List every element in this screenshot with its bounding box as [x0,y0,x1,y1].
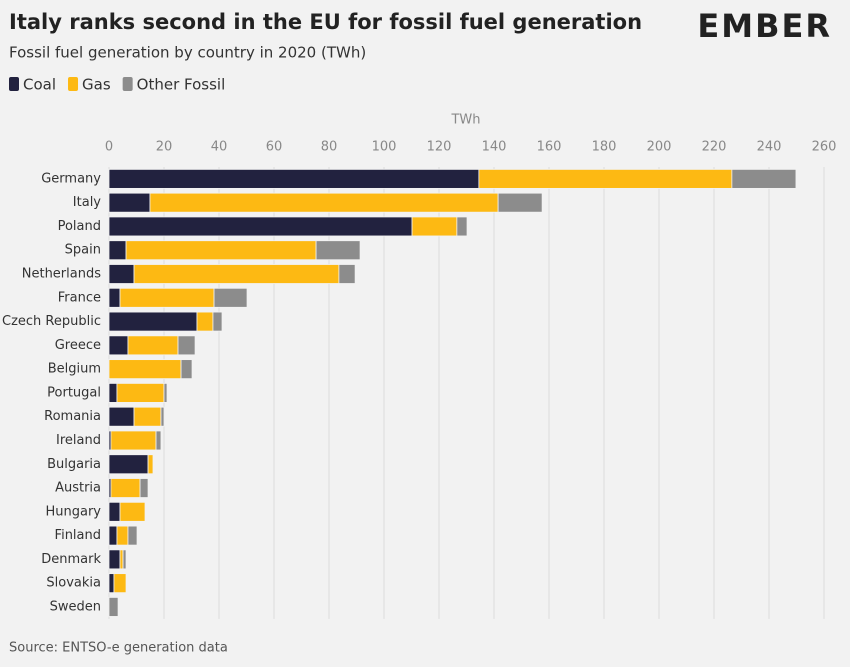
bar-segment [122,549,127,570]
x-tick-label: 180 [592,140,617,155]
bar-segment [108,406,135,427]
legend-label: Other Fossil [137,76,226,94]
bar-segment [108,192,151,213]
bar-segment [338,264,356,284]
y-tick-label: Bulgaria [47,457,101,472]
x-tick-label: 240 [757,140,782,155]
y-tick-label: Sweden [50,599,101,614]
y-tick-label: Finland [55,528,101,543]
bar-segment [108,549,121,570]
bar-segment [125,240,317,261]
source: Source: ENTSO-e generation data [9,641,228,656]
bar-segment [108,525,118,546]
legend-swatch [68,77,79,91]
x-tick-label: 20 [156,140,173,155]
y-tick-label: Spain [65,243,101,258]
x-tick-label: 140 [482,140,507,155]
legend-label: Gas [82,76,111,94]
bar-segment [127,525,138,546]
logo: EMBER [697,7,832,45]
bar-segment [108,311,198,332]
bar-segment [497,192,543,213]
x-axis-label: TWh [450,113,480,128]
x-tick-label: 120 [427,140,452,155]
bar-segment [315,240,361,261]
bar-segment [110,478,141,498]
bar-segment [108,454,149,475]
bar-segment [108,335,129,356]
bar-segment [116,383,165,403]
bar-segment [108,216,413,237]
y-tick-label: Denmark [41,552,101,567]
bar-segment [411,216,458,237]
bar-segment [108,264,135,284]
y-tick-label: Romania [44,409,101,424]
bar-segment [731,168,797,189]
y-tick-label: Austria [55,481,101,496]
x-tick-label: 260 [812,140,837,155]
x-tick-label: 60 [266,140,283,155]
x-tick-label: 160 [537,140,562,155]
y-tick-label: France [58,290,101,305]
bar-segment [177,335,196,356]
bar-segment [133,406,162,427]
legend-swatch [9,77,19,91]
bar-segment [160,406,165,427]
bar-segment [108,501,121,522]
y-tick-label: Hungary [45,504,101,519]
bar-segment [127,335,179,356]
bar-segment [119,501,146,522]
bar-segment [180,359,193,380]
bar-segment [119,549,124,570]
bar-segment [110,430,157,451]
bar-segment [139,478,149,498]
bar-segment [478,168,733,189]
x-tick-label: 100 [372,140,397,155]
bar-segment [163,383,168,403]
legend-label: Coal [23,76,56,94]
y-tick-label: Germany [41,171,101,186]
y-tick-label: Slovakia [46,576,101,591]
bar-segment [108,168,480,189]
y-tick-label: Belgium [48,362,101,377]
bar-segment [212,311,223,332]
bar-segment [108,359,182,380]
chart-subtitle: Fossil fuel generation by country in 202… [9,44,366,62]
y-tick-label: Greece [55,338,101,353]
bar-segment [113,573,127,594]
bar-segment [149,192,499,213]
bar-segment [108,287,121,308]
x-tick-label: 200 [647,140,672,155]
x-tick-label: 220 [702,140,727,155]
y-tick-label: Italy [73,195,102,210]
x-tick-label: 40 [211,140,228,155]
x-tick-label: 80 [321,140,338,155]
y-tick-label: Czech Republic [2,314,101,329]
bar-segment [108,573,115,594]
bar-segment [119,287,215,308]
y-tick-label: Ireland [56,433,101,448]
bar-segment [147,454,154,475]
bar-segment [155,430,162,451]
y-tick-label: Portugal [47,385,101,400]
y-tick-label: Poland [58,219,101,234]
bar-segment [196,311,214,332]
bar-segment [108,240,127,261]
y-tick-label: Netherlands [22,267,101,282]
x-tick-label: 0 [105,140,113,155]
bar-segment [108,597,119,617]
bar-segment [456,216,468,237]
legend-swatch [122,77,133,91]
bar-segment [108,383,118,403]
chart-title: Italy ranks second in the EU for fossil … [9,10,642,34]
bar-segment [116,525,129,546]
bar-segment [213,287,248,308]
bar-segment [133,264,340,284]
